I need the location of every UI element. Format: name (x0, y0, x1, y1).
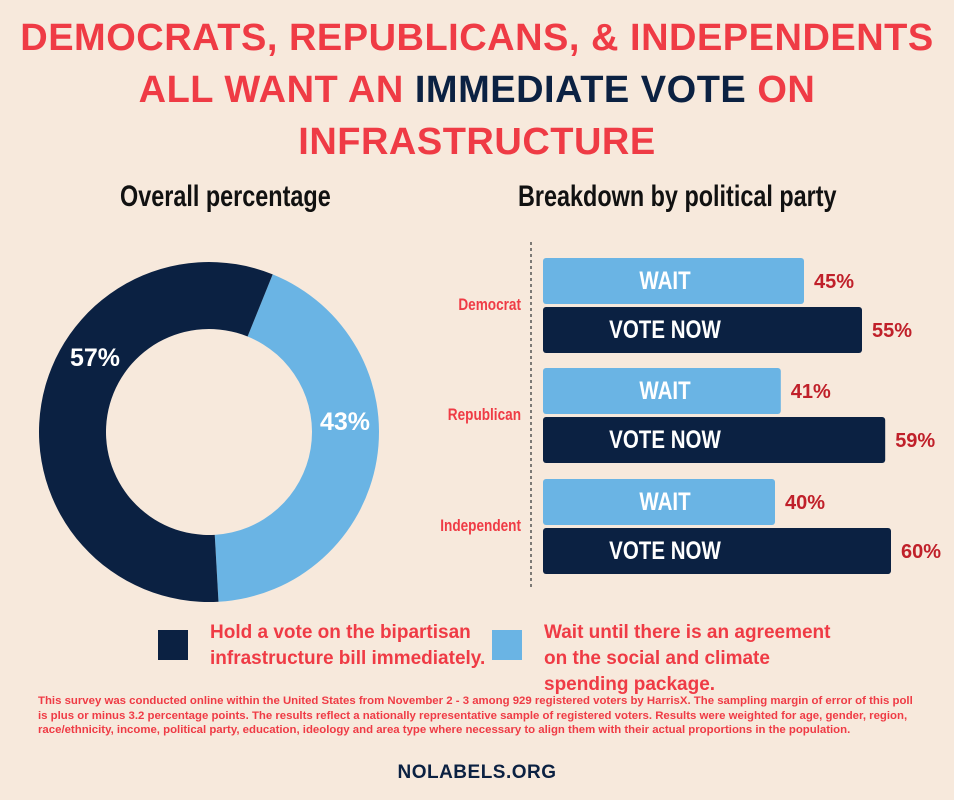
bar-independent-wait (543, 479, 775, 525)
category-label-independent: Independent (440, 517, 521, 536)
value-label-independent-wait: 40% (785, 492, 825, 514)
donut-chart-title: Overall percentage (120, 180, 331, 213)
legend-swatch-wait (492, 630, 522, 660)
donut-slice-wait (214, 274, 379, 602)
headline-line-1: DEMOCRATS, REPUBLICANS, & INDEPENDENTS (20, 17, 934, 59)
value-label-democrat-wait: 45% (814, 271, 854, 293)
bar-label-republican-wait: WAIT (639, 376, 690, 404)
donut-label-vote-now: 57% (70, 344, 120, 372)
legend-label-vote-now: Hold a vote on the bipartisan infrastruc… (210, 622, 486, 669)
legend-label-wait: Wait until there is an agreement on the … (544, 622, 831, 695)
bar-chart-title: Breakdown by political party (518, 180, 837, 213)
bar-label-republican-vote-now: VOTE NOW (609, 425, 721, 453)
legend-item-wait: Wait until there is an agreement on the … (492, 620, 844, 698)
value-label-republican-wait: 41% (791, 381, 831, 403)
headline-highlight: IMMEDIATE VOTE (414, 69, 747, 111)
value-label-republican-vote-now: 59% (895, 430, 935, 452)
headline-line-2: ALL WANT AN IMMEDIATE VOTE ON (0, 64, 954, 116)
bar-independent-vote-now (543, 528, 891, 574)
bar-republican-vote-now (543, 417, 886, 463)
legend-swatch-vote-now (158, 630, 188, 660)
headline-line-2-start: ALL WANT AN (138, 69, 415, 111)
headline-line-2-end: ON (746, 69, 816, 111)
value-label-independent-vote-now: 60% (901, 541, 941, 563)
bar-democrat-vote-now (543, 307, 862, 353)
bar-label-independent-vote-now: VOTE NOW (609, 536, 721, 564)
category-label-republican: Republican (448, 406, 521, 425)
bar-republican-wait (543, 368, 781, 414)
bar-democrat-wait (543, 258, 804, 304)
bar-label-democrat-vote-now: VOTE NOW (609, 315, 721, 343)
bar-label-independent-wait: WAIT (639, 487, 690, 515)
headline: DEMOCRATS, REPUBLICANS, & INDEPENDENTS A… (0, 12, 954, 168)
donut-label-wait: 43% (320, 408, 370, 436)
footer-url: NOLABELS.ORG (397, 762, 557, 783)
bar-label-democrat-wait: WAIT (639, 266, 690, 294)
headline-line-3: INFRASTRUCTURE (298, 121, 656, 163)
category-label-democrat: Democrat (458, 296, 521, 315)
survey-methodology-note: This survey was conducted online within … (38, 695, 913, 736)
value-label-democrat-vote-now: 55% (872, 320, 912, 342)
legend-item-vote-now: Hold a vote on the bipartisan infrastruc… (158, 620, 490, 672)
donut-slice-vote-now (39, 262, 273, 602)
